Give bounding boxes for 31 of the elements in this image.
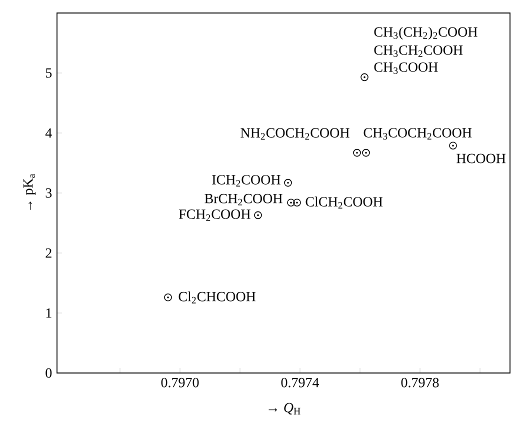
annotation: ICH$_{2}$COOH [212,175,280,187]
point [254,211,262,220]
annotation: CH$_{3}$(CH$_{2}$)$_{2}$COOH [374,26,478,40]
x-tick-label: 0.7974 [281,378,320,388]
annotation: BrCH$_{2}$COOH [204,194,282,206]
x-axis-title: → Q$_{H}$ [268,402,300,414]
annotation: Cl$_{2}$CHCOOH [178,291,256,304]
annotation: NH$_{2}$COCH$_{2}$COOH [240,128,350,140]
annotation: CH$_{3}$CH$_{2}$COOH [374,45,463,57]
point [362,148,370,157]
point [449,142,457,150]
y-tick-label: 4 [45,128,52,138]
point [287,198,295,206]
x-tick-label: 0.7978 [401,378,439,388]
annotation: ClCH$_{2}$COOH [306,196,383,209]
annotation: CH$_{3}$COCH$_{2}$COOH [364,128,472,140]
y-tick-label: 5 [46,68,52,78]
point [353,148,361,157]
point [293,198,301,206]
annotation: CH$_{3}$COOH [374,62,438,74]
y-tick-label: 0 [46,368,52,378]
annotation: FCH$_{2}$COOH [178,209,250,221]
x-tick-label: 0.7970 [161,378,199,388]
annotation: HCOOH [456,154,506,164]
y-axis-title: → pK$_{a}$ [23,174,36,210]
point [284,178,292,187]
point [360,73,368,82]
y-tick-label: 3 [46,188,52,198]
point [164,294,172,302]
y-tick-label: 2 [46,248,52,258]
y-tick-label: 1 [46,308,52,318]
